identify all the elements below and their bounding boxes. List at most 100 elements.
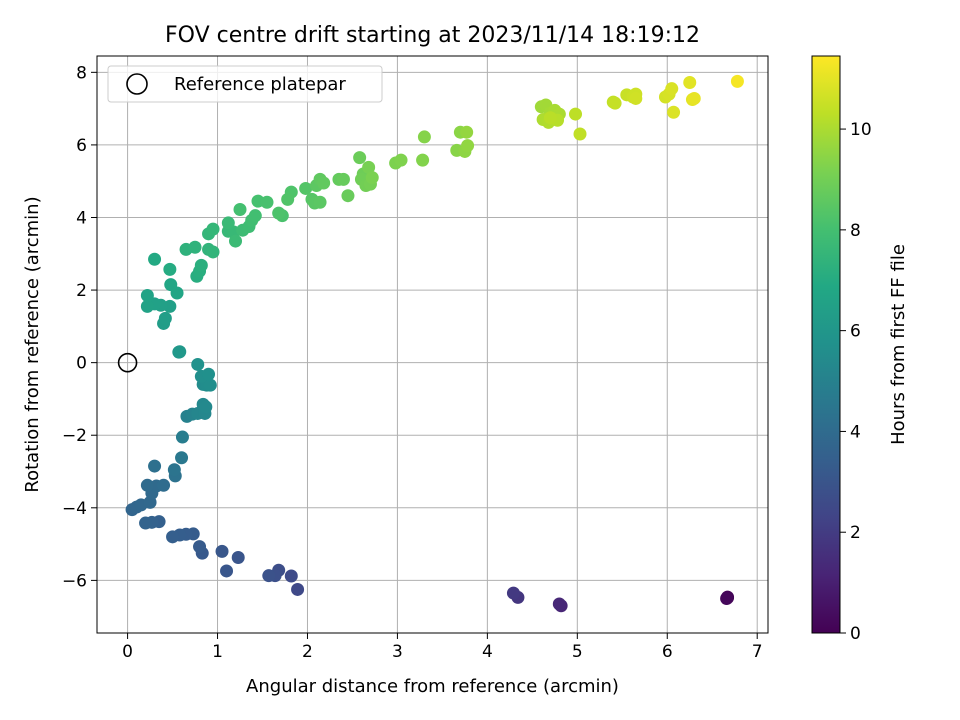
x-tick-label: 2 <box>302 642 313 662</box>
x-tick-label: 4 <box>482 642 493 662</box>
data-point <box>573 127 587 141</box>
data-point <box>461 139 475 153</box>
data-point <box>148 459 162 473</box>
data-point <box>313 195 327 209</box>
plot-area: Reference platepar <box>96 55 769 634</box>
data-point <box>175 451 189 465</box>
data-point <box>569 107 583 121</box>
data-point <box>417 130 431 144</box>
y-axis-label: Rotation from reference (arcmin) <box>22 196 43 492</box>
y-tick-label: 4 <box>76 208 87 228</box>
data-point <box>173 345 187 359</box>
y-tick-label: 2 <box>76 281 87 301</box>
data-point <box>665 82 679 96</box>
data-point <box>353 151 367 165</box>
data-point <box>272 206 286 220</box>
data-point <box>157 478 171 492</box>
data-point <box>543 111 557 125</box>
x-tick-label: 1 <box>212 642 223 662</box>
data-point <box>148 252 162 266</box>
plot-border <box>96 55 769 634</box>
data-point <box>608 96 622 110</box>
data-point <box>291 582 305 596</box>
data-point <box>552 597 566 611</box>
data-point <box>260 195 274 209</box>
data-point <box>667 105 681 119</box>
x-tick-label: 5 <box>572 642 583 662</box>
x-tick-label: 3 <box>392 642 403 662</box>
data-point <box>164 278 178 292</box>
x-axis-ticks: 0 1 2 3 4 5 6 7 <box>122 633 763 662</box>
data-point <box>206 245 220 259</box>
data-point <box>341 189 355 203</box>
data-point <box>199 400 213 414</box>
data-point <box>299 181 313 195</box>
data-point <box>720 592 734 606</box>
colorbar-tick-label: 8 <box>850 221 861 241</box>
data-points <box>125 74 744 613</box>
data-point <box>730 74 744 88</box>
data-point <box>629 91 643 105</box>
data-point <box>262 569 276 583</box>
data-point <box>683 75 697 89</box>
y-tick-label: −2 <box>62 426 87 446</box>
data-point <box>281 192 295 206</box>
data-point <box>167 463 181 477</box>
legend-marker <box>126 73 148 95</box>
colorbar-tick-label: 4 <box>850 422 861 442</box>
data-point <box>221 216 235 230</box>
x-tick-label: 7 <box>752 642 763 662</box>
data-point <box>203 378 217 392</box>
data-point <box>188 240 202 254</box>
data-point <box>191 357 205 371</box>
data-point <box>202 367 216 381</box>
data-point <box>175 430 189 444</box>
data-point <box>460 125 474 139</box>
y-tick-label: 0 <box>76 354 87 374</box>
data-point <box>140 299 154 313</box>
x-axis-label: Angular distance from reference (arcmin) <box>246 676 619 697</box>
data-point <box>220 564 234 578</box>
data-point <box>139 516 153 530</box>
data-point <box>394 153 408 167</box>
colorbar-tick-label: 10 <box>850 120 872 140</box>
colorbar: 0 2 4 6 8 10 Hours from first FF file <box>811 55 909 644</box>
data-point <box>365 171 379 185</box>
data-point <box>215 544 229 558</box>
data-point <box>229 234 243 248</box>
y-tick-label: −4 <box>62 499 87 519</box>
data-point <box>193 540 207 554</box>
data-point <box>687 91 701 105</box>
data-point <box>506 586 520 600</box>
y-tick-label: −6 <box>62 571 87 591</box>
legend-label: Reference platepar <box>174 74 346 95</box>
colorbar-tick-label: 0 <box>850 624 861 644</box>
colorbar-gradient <box>811 55 841 634</box>
data-point <box>140 478 154 492</box>
legend: Reference platepar <box>107 65 383 103</box>
data-point <box>317 176 331 190</box>
data-point <box>158 311 172 325</box>
data-point <box>163 262 177 276</box>
x-tick-label: 0 <box>122 642 133 662</box>
y-tick-label: 8 <box>76 63 87 83</box>
reference-platepar-marker <box>117 352 138 373</box>
plot-frame <box>97 56 768 633</box>
colorbar-ticks: 0 2 4 6 8 10 <box>840 120 872 644</box>
data-point <box>362 160 376 174</box>
grid <box>97 56 768 633</box>
colorbar-tick-label: 2 <box>850 523 861 543</box>
y-axis-ticks: −6 −4 −2 0 2 4 6 8 <box>62 63 97 591</box>
data-point <box>140 289 154 303</box>
colorbar-label: Hours from first FF file <box>888 244 909 445</box>
y-tick-label: 6 <box>76 136 87 156</box>
legend-box <box>107 65 383 103</box>
chart-title: FOV centre drift starting at 2023/11/14 … <box>165 23 700 48</box>
data-point <box>206 222 220 236</box>
data-point <box>166 530 180 544</box>
data-point <box>231 551 245 565</box>
colorbar-tick-label: 6 <box>850 322 861 342</box>
data-point <box>336 172 350 186</box>
x-tick-label: 6 <box>662 642 673 662</box>
